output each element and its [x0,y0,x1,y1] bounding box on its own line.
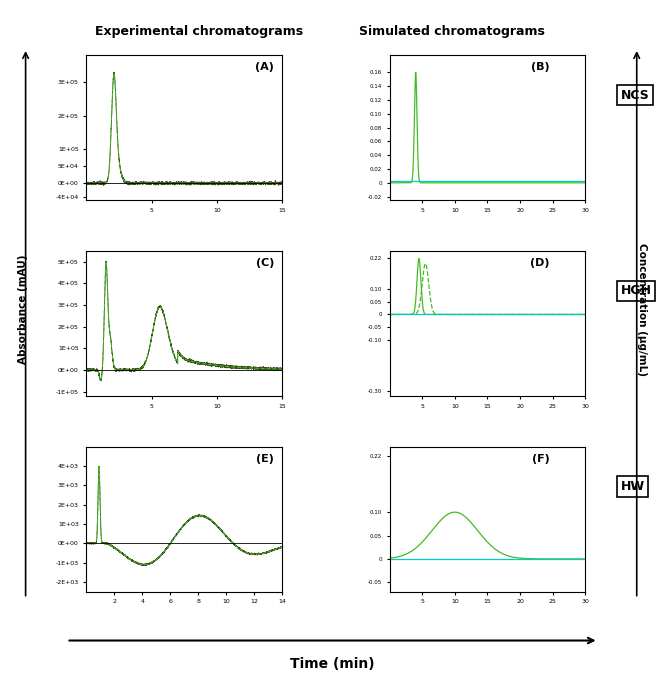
Text: (E): (E) [256,454,274,464]
Text: (A): (A) [255,63,274,72]
Text: Concentration (μg/mL): Concentration (μg/mL) [636,243,647,376]
Text: (D): (D) [531,258,550,268]
Text: HGH: HGH [620,284,652,297]
Text: (C): (C) [256,258,274,268]
Text: (F): (F) [532,454,550,464]
Text: (B): (B) [531,63,550,72]
Text: HW: HW [620,480,644,493]
Text: Time (min): Time (min) [290,657,375,671]
Text: Experimental chromatograms: Experimental chromatograms [96,25,303,38]
Text: Simulated chromatograms: Simulated chromatograms [359,25,545,38]
Text: NCS: NCS [620,89,649,102]
Text: Absorbance (mAU): Absorbance (mAU) [18,255,29,365]
